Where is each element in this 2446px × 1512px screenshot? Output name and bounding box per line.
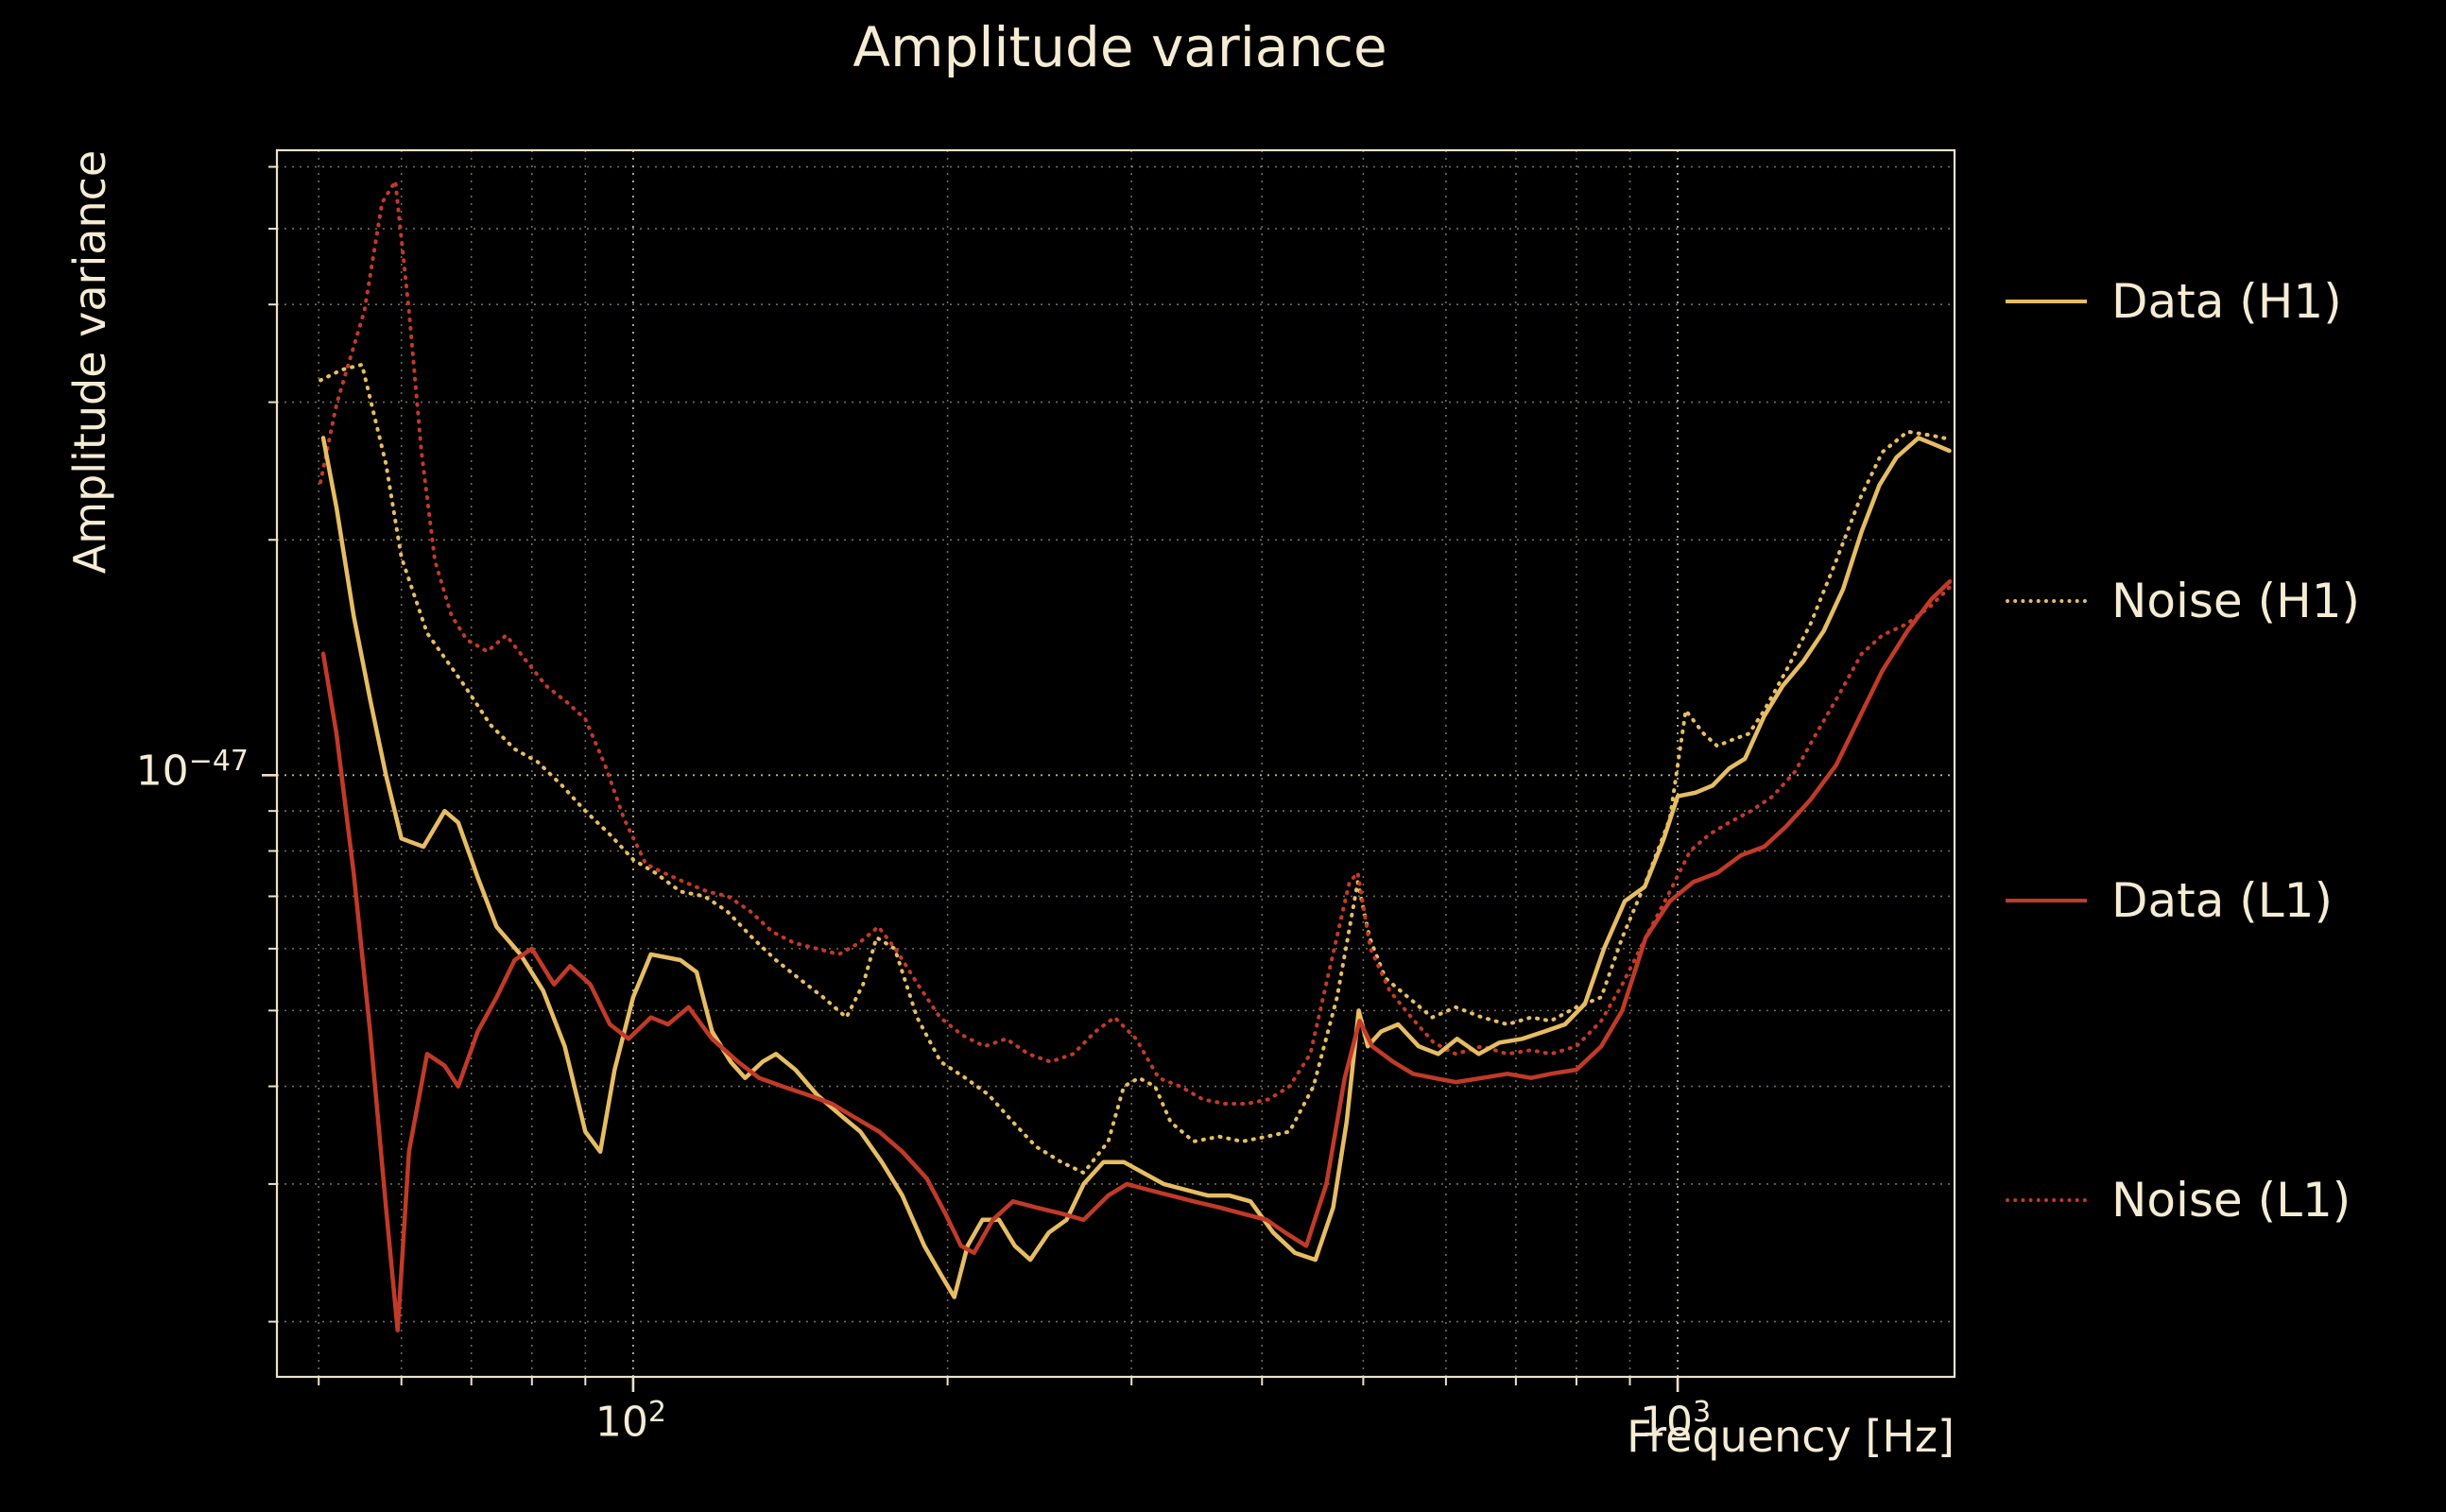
axes-frame xyxy=(275,148,1956,1379)
series-line-noise-h1 xyxy=(319,362,1952,1176)
legend-label-noise-l1: Noise (L1) xyxy=(2111,1173,2351,1228)
legend-label-noise-h1: Noise (H1) xyxy=(2111,574,2361,628)
x-tick-label-100: 102 xyxy=(594,1396,666,1447)
legend-entry-noise-l1: Noise (L1) xyxy=(2006,1173,2360,1228)
legend: Data (H1) Noise (H1) Data (L1) Noise (L1… xyxy=(2006,274,2360,1228)
legend-line-sample-noise-l1 xyxy=(2006,1198,2087,1202)
legend-line-sample-noise-h1 xyxy=(2006,599,2087,603)
legend-entry-noise-h1: Noise (H1) xyxy=(2006,574,2360,628)
series-line-noise-l1 xyxy=(319,179,1952,1106)
legend-line-sample-data-l1 xyxy=(2006,899,2087,902)
x-axis-label: Frequency [Hz] xyxy=(1627,1411,1955,1462)
legend-label-data-l1: Data (L1) xyxy=(2111,873,2333,928)
legend-label-data-h1: Data (H1) xyxy=(2111,274,2342,329)
chart-title: Amplitude variance xyxy=(853,15,1387,79)
series-line-data-l1 xyxy=(320,578,1953,1332)
series-line-data-h1 xyxy=(320,436,1952,1299)
legend-line-sample-data-h1 xyxy=(2006,300,2087,303)
x-tick-label-1000: 103 xyxy=(1640,1396,1712,1447)
legend-entry-data-h1: Data (H1) xyxy=(2006,274,2360,329)
legend-entry-data-l1: Data (L1) xyxy=(2006,873,2360,928)
y-tick-label-1e-47: 10−47 xyxy=(135,745,249,796)
